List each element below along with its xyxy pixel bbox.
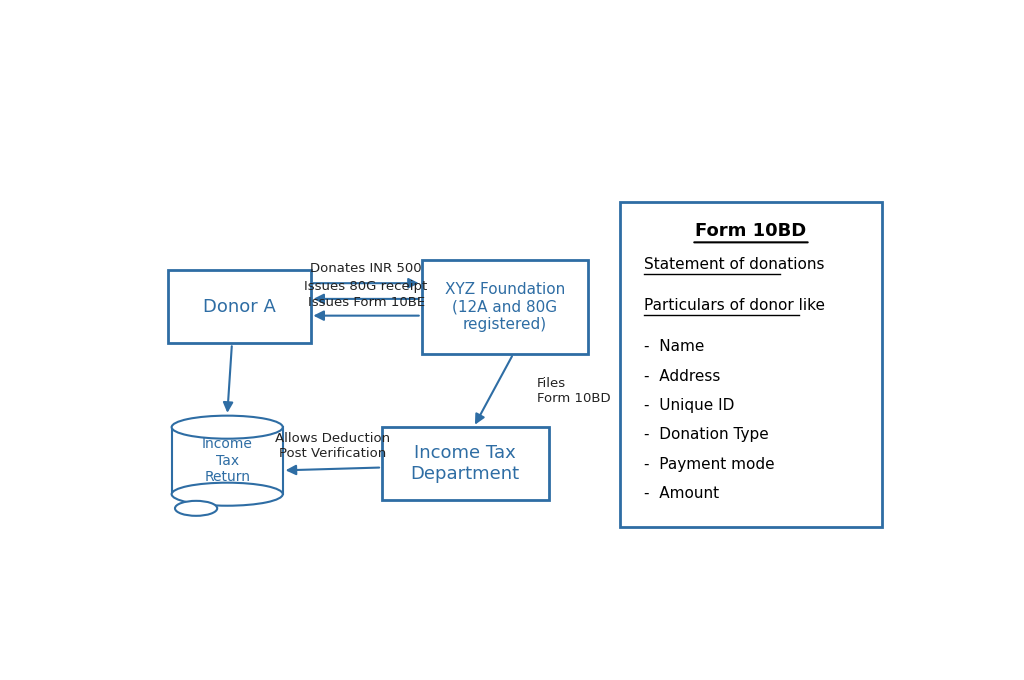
Text: Files
Form 10BD: Files Form 10BD <box>538 377 610 405</box>
Text: Form 10BD: Form 10BD <box>695 222 807 240</box>
Ellipse shape <box>172 415 283 439</box>
Text: Donates INR 500: Donates INR 500 <box>310 262 422 275</box>
Ellipse shape <box>172 483 283 506</box>
FancyBboxPatch shape <box>382 427 549 500</box>
Text: -  Payment mode: - Payment mode <box>644 457 774 472</box>
Ellipse shape <box>175 501 217 516</box>
Text: XYZ Foundation
(12A and 80G
registered): XYZ Foundation (12A and 80G registered) <box>444 282 565 332</box>
Text: Donor A: Donor A <box>203 298 275 316</box>
Text: Income
Tax
Return: Income Tax Return <box>202 437 253 484</box>
Text: -  Address: - Address <box>644 369 720 384</box>
Text: Allows Deduction
Post Verification: Allows Deduction Post Verification <box>274 432 390 460</box>
Text: -  Amount: - Amount <box>644 486 719 501</box>
Text: Issues 80G receipt: Issues 80G receipt <box>304 279 428 292</box>
Text: Issues Form 10BE: Issues Form 10BE <box>307 296 425 309</box>
Text: -  Name: - Name <box>644 339 705 354</box>
FancyBboxPatch shape <box>168 270 310 343</box>
FancyBboxPatch shape <box>620 202 882 526</box>
Text: Statement of donations: Statement of donations <box>644 257 824 273</box>
FancyBboxPatch shape <box>422 260 588 354</box>
FancyBboxPatch shape <box>172 427 283 494</box>
Text: Particulars of donor like: Particulars of donor like <box>644 299 825 313</box>
Text: -  Unique ID: - Unique ID <box>644 398 734 413</box>
Text: Income Tax
Department: Income Tax Department <box>411 445 520 483</box>
Text: -  Donation Type: - Donation Type <box>644 428 769 443</box>
